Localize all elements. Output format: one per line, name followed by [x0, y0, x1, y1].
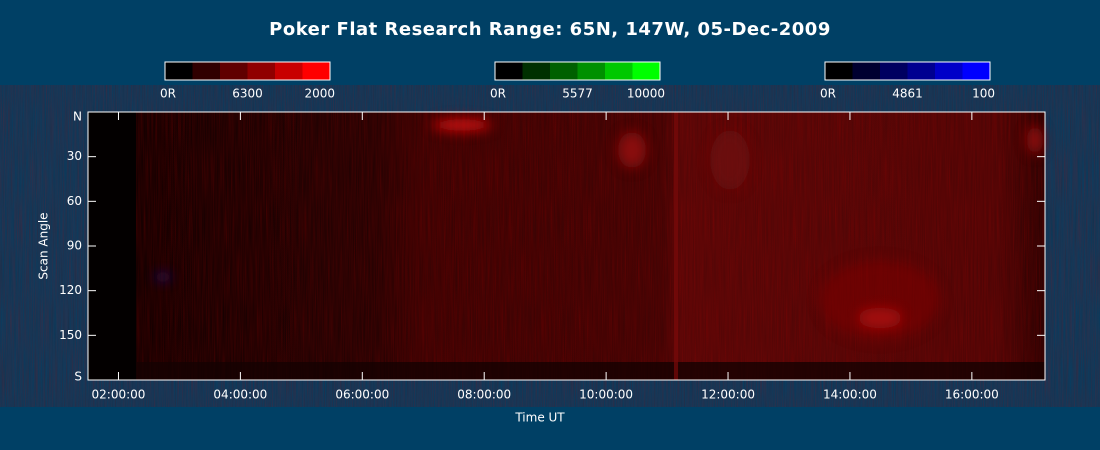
colorbar-segment [247, 62, 276, 80]
colorbar-frame [824, 61, 991, 81]
colorbar-segment [632, 62, 661, 80]
colorbar-label: 0R [160, 87, 176, 101]
x-tick-label: 04:00:00 [213, 388, 267, 402]
x-tick-label: 14:00:00 [823, 388, 877, 402]
colorbar-segment [852, 62, 881, 80]
x-tick-label: 12:00:00 [701, 388, 755, 402]
colorbar-label: 0R [820, 87, 836, 101]
y-tick-label: 30 [67, 149, 82, 163]
colorbar-frame [494, 61, 661, 81]
colorbar-segment [907, 62, 936, 80]
y-tick-label: S [74, 370, 82, 384]
x-tick-label: 16:00:00 [945, 388, 999, 402]
y-tick-label: 90 [67, 239, 82, 253]
x-axis-label: Time UT [514, 411, 565, 425]
colorbar-segment [825, 62, 853, 80]
colorbar-segment [962, 62, 991, 80]
colorbar-segment [605, 62, 633, 80]
colorbar-label: 2000 [304, 87, 335, 101]
colorbar-label: 4861 [892, 87, 923, 101]
keogram-image [88, 112, 1045, 380]
colorbar-segment [550, 62, 578, 80]
colorbar-segment [165, 62, 193, 80]
colorbar-segment [275, 62, 303, 80]
x-tick-label: 10:00:00 [579, 388, 633, 402]
y-tick-label: 60 [67, 194, 82, 208]
x-tick-label: 02:00:00 [92, 388, 146, 402]
colorbar-frame [164, 61, 331, 81]
x-tick-label: 06:00:00 [335, 388, 389, 402]
colorbar-segment [302, 62, 331, 80]
y-axis-label: Scan Angle [37, 212, 51, 279]
colorbar-segment [522, 62, 551, 80]
colorbar-segment [192, 62, 221, 80]
colorbar-segment [880, 62, 908, 80]
colorbar-segment [935, 62, 963, 80]
colorbar-label: 100 [972, 87, 995, 101]
colorbar-segment [495, 62, 523, 80]
y-tick-label: N [73, 110, 82, 124]
chart-title: Poker Flat Research Range: 65N, 147W, 05… [269, 19, 831, 40]
y-tick-label: 120 [59, 283, 82, 297]
colorbar-segment [577, 62, 606, 80]
colorbar-label: 0R [490, 87, 506, 101]
y-tick-label: 150 [59, 328, 82, 342]
x-tick-label: 08:00:00 [457, 388, 511, 402]
colorbar-label: 10000 [627, 87, 665, 101]
colorbar-label: 6300 [232, 87, 263, 101]
colorbar-segment [220, 62, 248, 80]
colorbar-label: 5577 [562, 87, 593, 101]
